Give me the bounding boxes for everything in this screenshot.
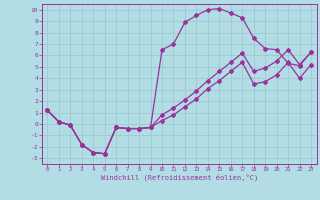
X-axis label: Windchill (Refroidissement éolien,°C): Windchill (Refroidissement éolien,°C) xyxy=(100,174,258,181)
